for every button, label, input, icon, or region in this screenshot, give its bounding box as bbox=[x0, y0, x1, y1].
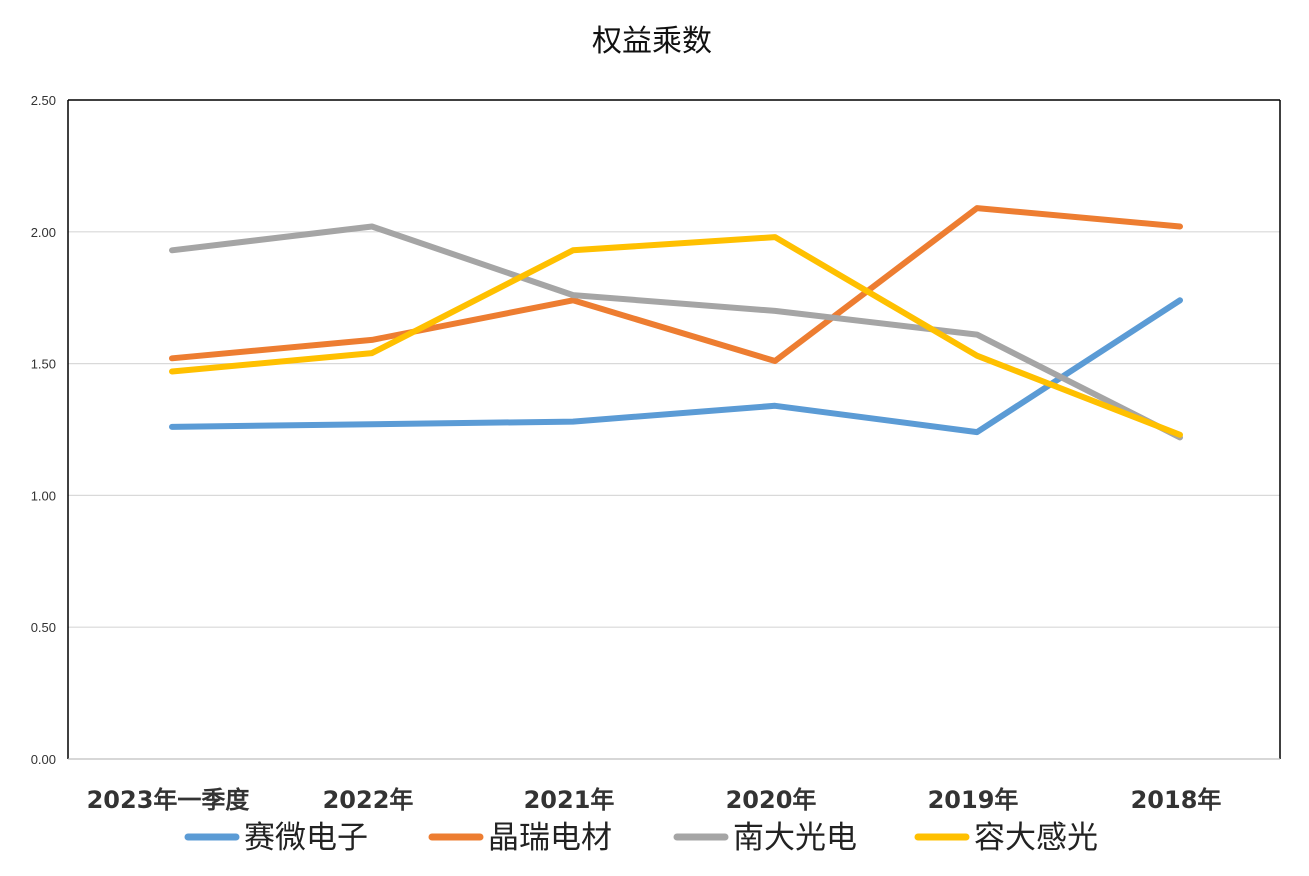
legend-item: 南大光电 bbox=[673, 820, 857, 856]
chart-title: 权益乘数 bbox=[592, 24, 712, 59]
y-tick-label: 2.50 bbox=[31, 93, 56, 108]
axes bbox=[67, 99, 1281, 760]
series-line-1 bbox=[169, 297, 1183, 436]
series-line-3 bbox=[169, 223, 1183, 441]
x-tick-label: 2019年 bbox=[928, 786, 1019, 814]
legend-label: 容大感光 bbox=[974, 820, 1098, 856]
series-line-4 bbox=[169, 234, 1183, 438]
y-tick-label: 1.00 bbox=[31, 488, 56, 503]
legend-item: 赛微电子 bbox=[184, 820, 368, 856]
series-line-2 bbox=[169, 205, 1183, 364]
y-tick-label: 0.00 bbox=[31, 752, 56, 767]
legend-item: 晶瑞电材 bbox=[428, 820, 612, 856]
legend-item: 容大感光 bbox=[914, 820, 1098, 856]
x-tick-label: 2023年一季度 bbox=[87, 786, 251, 814]
y-tick-label: 1.50 bbox=[31, 357, 56, 372]
y-tick-label: 0.50 bbox=[31, 620, 56, 635]
x-tick-label: 2022年 bbox=[323, 786, 414, 814]
series-lines bbox=[169, 205, 1183, 441]
x-tick-label: 2018年 bbox=[1131, 786, 1222, 814]
y-axis-tick-labels: 0.00 0.50 1.00 1.50 2.00 2.50 bbox=[31, 93, 56, 767]
y-tick-label: 2.00 bbox=[31, 225, 56, 240]
legend: 赛微电子 晶瑞电材 南大光电 容大感光 bbox=[184, 820, 1098, 856]
legend-label: 南大光电 bbox=[733, 820, 857, 856]
legend-label: 晶瑞电材 bbox=[488, 820, 612, 856]
x-tick-label: 2021年 bbox=[524, 786, 615, 814]
legend-label: 赛微电子 bbox=[244, 820, 368, 856]
x-axis-tick-labels: 2023年一季度 2022年 2021年 2020年 2019年 2018年 bbox=[87, 786, 1222, 814]
x-tick-label: 2020年 bbox=[726, 786, 817, 814]
